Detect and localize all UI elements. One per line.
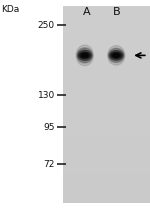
Text: A: A	[82, 7, 90, 17]
Ellipse shape	[78, 50, 92, 61]
Ellipse shape	[108, 48, 124, 62]
Ellipse shape	[81, 54, 88, 57]
Text: 95: 95	[43, 123, 55, 132]
Ellipse shape	[77, 48, 93, 63]
Ellipse shape	[108, 46, 125, 65]
Text: 130: 130	[38, 90, 55, 100]
Text: 72: 72	[43, 159, 55, 169]
Ellipse shape	[76, 45, 93, 66]
Ellipse shape	[110, 51, 123, 60]
Text: 250: 250	[38, 21, 55, 30]
Ellipse shape	[80, 52, 90, 59]
Text: KDa: KDa	[2, 5, 20, 14]
Ellipse shape	[113, 54, 120, 57]
Text: B: B	[112, 7, 120, 17]
Ellipse shape	[111, 52, 122, 58]
Bar	[63, 6, 150, 203]
